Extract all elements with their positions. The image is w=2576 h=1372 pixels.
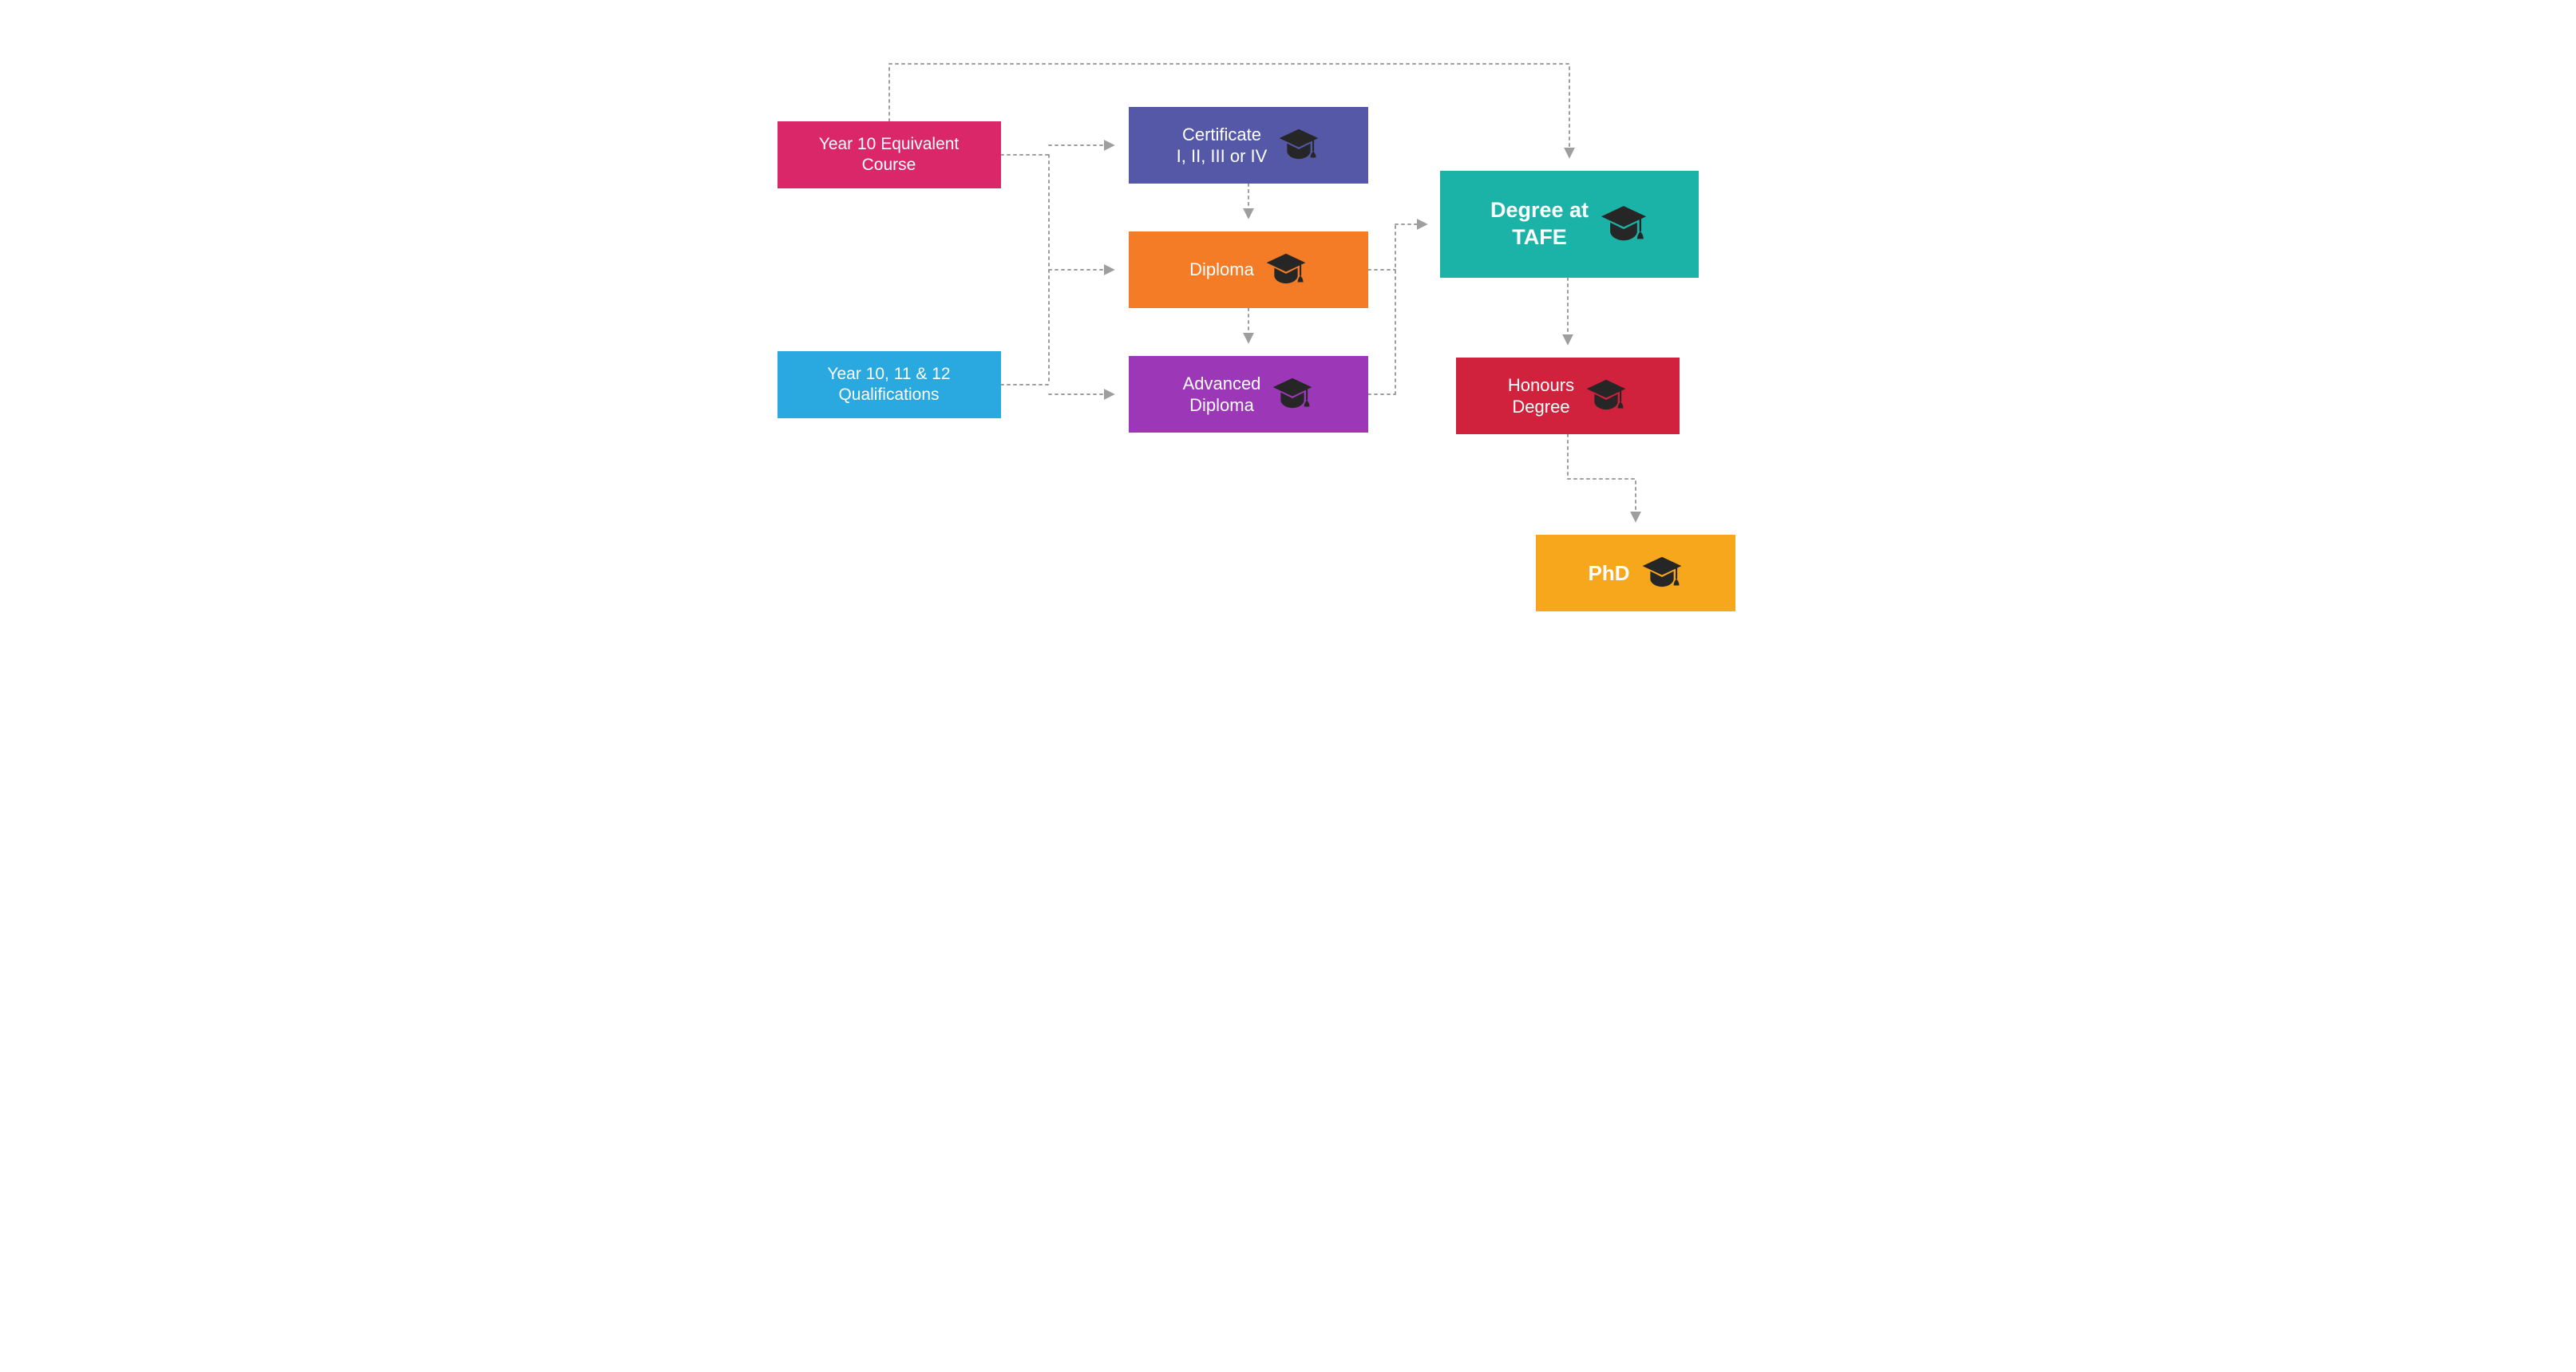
edge-honours-to-phd <box>1568 434 1636 520</box>
node-advdiploma: Advanced Diploma <box>1129 356 1368 433</box>
node-label: Diploma <box>1189 259 1254 281</box>
node-label: Year 10, 11 & 12 Qualifications <box>827 364 950 406</box>
node-label: Certificate I, II, III or IV <box>1177 124 1268 168</box>
graduation-cap-icon <box>1278 128 1320 163</box>
graduation-cap-icon <box>1641 556 1683 591</box>
node-label: PhD <box>1589 560 1630 587</box>
node-label: Advanced Diploma <box>1183 373 1261 417</box>
graduation-cap-icon <box>1585 378 1627 413</box>
graduation-cap-icon <box>1272 377 1313 412</box>
node-label: Degree at TAFE <box>1490 197 1589 251</box>
node-year101112: Year 10, 11 & 12 Qualifications <box>778 351 1001 418</box>
flowchart-canvas: Year 10 Equivalent Course Year 10, 11 & 1… <box>690 0 1887 639</box>
node-label: Year 10 Equivalent Course <box>819 134 960 176</box>
node-diploma: Diploma <box>1129 231 1368 308</box>
node-phd: PhD <box>1536 535 1735 611</box>
node-honours: Honours Degree <box>1456 358 1680 434</box>
node-year10eq: Year 10 Equivalent Course <box>778 121 1001 188</box>
node-label: Honours Degree <box>1508 374 1574 418</box>
node-certificate: Certificate I, II, III or IV <box>1129 107 1368 184</box>
graduation-cap-icon <box>1600 204 1648 245</box>
node-degree: Degree at TAFE <box>1440 171 1699 278</box>
graduation-cap-icon <box>1265 252 1307 287</box>
